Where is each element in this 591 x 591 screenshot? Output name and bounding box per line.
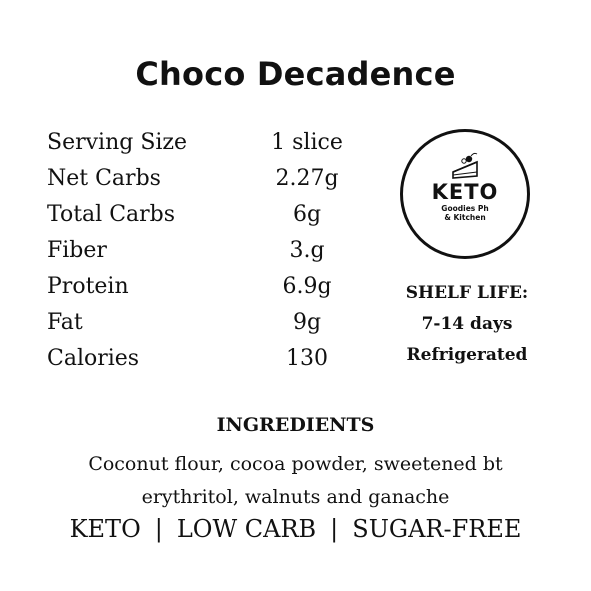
nutrition-label: Protein <box>47 274 129 299</box>
tag-keto: KETO <box>69 515 141 543</box>
logo-brand-text: KETO <box>431 180 499 204</box>
nutrition-label: Calories <box>47 346 140 371</box>
nutrition-value: 9g <box>292 310 322 335</box>
logo-subtitle-line1: Goodies Ph <box>441 204 489 213</box>
shelf-life-block: SHELF LIFE: 7-14 days Refrigerated <box>392 278 542 371</box>
nutrition-value: 1 slice <box>271 130 343 155</box>
brand-logo: KETO Goodies Ph & Kitchen <box>400 129 530 259</box>
cake-slice-icon <box>452 152 478 179</box>
nutrition-row-total-carbs: Total Carbs 6g <box>47 197 367 233</box>
nutrition-row-fiber: Fiber 3.g <box>47 233 367 269</box>
nutrition-facts: Serving Size 1 slice Net Carbs 2.27g Tot… <box>47 125 367 377</box>
tag-separator: | <box>330 515 339 543</box>
nutrition-label: Fat <box>47 310 83 335</box>
nutrition-value: 6.9g <box>282 274 332 299</box>
tag-separator: | <box>154 515 163 543</box>
nutrition-row-protein: Protein 6.9g <box>47 269 367 305</box>
nutrition-value: 2.27g <box>275 166 339 191</box>
nutrition-row-fat: Fat 9g <box>47 305 367 341</box>
nutrition-row-serving-size: Serving Size 1 slice <box>47 125 367 161</box>
logo-subtitle: Goodies Ph & Kitchen <box>403 204 527 222</box>
diet-tags: KETO | LOW CARB | SUGAR-FREE <box>0 515 591 543</box>
nutrition-label: Net Carbs <box>47 166 161 191</box>
nutrition-value: 3.g <box>289 238 325 263</box>
tag-sugar-free: SUGAR-FREE <box>352 515 522 543</box>
shelf-life-duration: 7-14 days <box>421 314 513 334</box>
nutrition-label: Fiber <box>47 238 107 263</box>
product-title: Choco Decadence <box>135 55 456 93</box>
nutrition-row-calories: Calories 130 <box>47 341 367 377</box>
ingredients-text: Coconut flour, cocoa powder, sweetened b… <box>40 448 551 514</box>
nutrition-row-net-carbs: Net Carbs 2.27g <box>47 161 367 197</box>
ingredients-heading: INGREDIENTS <box>216 414 375 436</box>
logo-subtitle-line2: & Kitchen <box>444 213 486 222</box>
nutrition-label: Total Carbs <box>47 202 176 227</box>
shelf-life-heading: SHELF LIFE: <box>405 283 529 303</box>
ingredients-line-1: Coconut flour, cocoa powder, sweetened b… <box>88 453 503 475</box>
shelf-life-storage: Refrigerated <box>406 345 528 365</box>
nutrition-value: 6g <box>292 202 322 227</box>
nutrition-label: Serving Size <box>47 130 188 155</box>
tag-low-carb: LOW CARB <box>176 515 317 543</box>
nutrition-value: 130 <box>286 346 328 371</box>
ingredients-line-2: erythritol, walnuts and ganache <box>141 486 450 508</box>
